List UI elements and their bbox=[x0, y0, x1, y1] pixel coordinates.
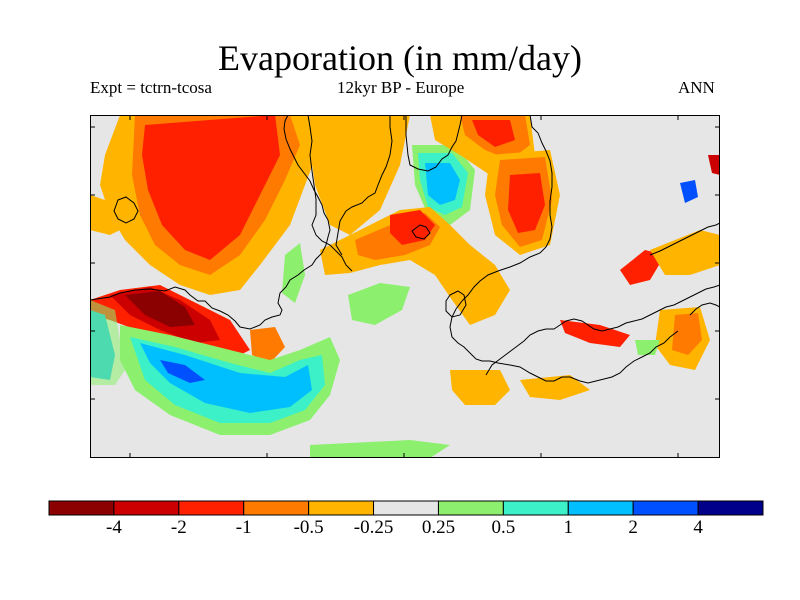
colorbar-label: -0.5 bbox=[293, 517, 324, 538]
anomaly-region bbox=[282, 243, 305, 303]
colorbar-swatch bbox=[178, 500, 245, 516]
anomaly-region bbox=[650, 230, 720, 275]
colorbar-swatch bbox=[437, 500, 504, 516]
colorbar-swatch bbox=[502, 500, 569, 516]
coastline bbox=[461, 115, 553, 302]
coastline bbox=[113, 196, 139, 224]
colorbar-label: -2 bbox=[170, 517, 187, 538]
anomaly-region bbox=[672, 313, 702, 355]
colorbar-label: -0.25 bbox=[353, 517, 394, 538]
coastline bbox=[411, 224, 431, 240]
experiment-label: Expt = tctrn-tcosa bbox=[90, 78, 212, 97]
anomaly-region bbox=[142, 115, 280, 260]
anomaly-region bbox=[620, 250, 665, 285]
anomaly-region bbox=[310, 440, 450, 458]
colorbar-label: 0.25 bbox=[421, 517, 456, 538]
season-label: ANN bbox=[678, 78, 715, 97]
anomaly-region bbox=[90, 300, 125, 385]
anomaly-region bbox=[90, 195, 130, 235]
coastline bbox=[689, 302, 720, 316]
anomaly-region bbox=[250, 327, 285, 363]
colorbar-swatch bbox=[308, 500, 375, 516]
colorbar-label: 2 bbox=[628, 517, 638, 538]
anomaly-region bbox=[450, 370, 510, 405]
coastline bbox=[335, 115, 393, 256]
map-frame bbox=[90, 115, 720, 458]
anomaly-region bbox=[680, 180, 698, 203]
anomaly-region bbox=[305, 115, 410, 235]
colorbar-label: -4 bbox=[105, 517, 122, 538]
colorbar-label: 0.5 bbox=[491, 517, 516, 538]
colorbar bbox=[48, 500, 764, 516]
coastline bbox=[405, 115, 463, 172]
coastline bbox=[449, 300, 679, 384]
coastline bbox=[90, 115, 331, 330]
period-region-label: 12kyr BP - Europe bbox=[337, 78, 465, 97]
anomaly-region bbox=[635, 340, 660, 355]
colorbar-swatch bbox=[373, 500, 439, 516]
anomaly-region bbox=[708, 155, 720, 175]
anomaly-region bbox=[160, 360, 205, 383]
colorbar-label: 1 bbox=[563, 517, 574, 538]
anomaly-region bbox=[508, 173, 545, 233]
anomaly-region bbox=[390, 210, 435, 245]
evaporation-map bbox=[90, 115, 720, 458]
anomaly-region bbox=[472, 120, 515, 147]
colorbar-label: 4 bbox=[693, 517, 703, 538]
anomaly-region bbox=[560, 320, 630, 347]
anomaly-region bbox=[520, 375, 590, 400]
colorbar-swatch bbox=[243, 500, 310, 516]
anomaly-region bbox=[140, 343, 312, 413]
coastline bbox=[485, 284, 720, 376]
colorbar-swatch bbox=[632, 500, 699, 516]
colorbar-label: -1 bbox=[235, 517, 252, 538]
colorbar-swatch bbox=[567, 500, 634, 516]
colorbar-swatch bbox=[48, 500, 115, 516]
anomaly-region bbox=[348, 283, 410, 325]
anomaly-region bbox=[425, 163, 460, 205]
coastline bbox=[649, 222, 720, 256]
anomaly-region bbox=[125, 291, 195, 327]
colorbar-swatch bbox=[697, 500, 764, 516]
figure-title: Evaporation (in mm/day) bbox=[218, 38, 582, 78]
coastline bbox=[445, 290, 467, 318]
colorbar-swatch bbox=[113, 500, 180, 516]
coastline bbox=[307, 115, 353, 272]
